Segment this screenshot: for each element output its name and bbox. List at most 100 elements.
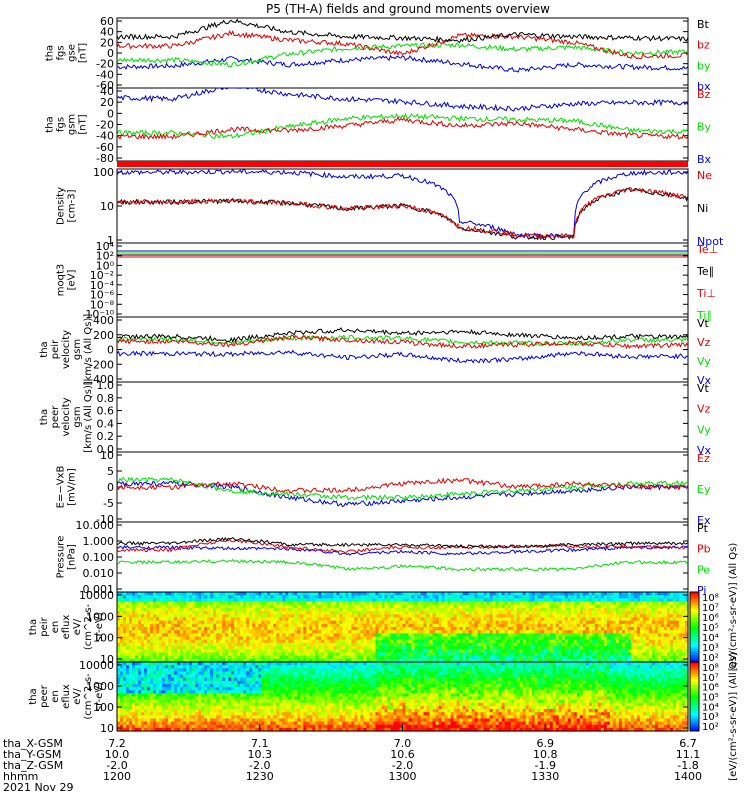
spectrogram-cell (579, 630, 584, 634)
spectrogram-cell (462, 601, 467, 606)
spectrogram-cell (372, 633, 377, 638)
spectrogram-cell (414, 642, 419, 647)
spectrogram-cell (504, 633, 509, 638)
spectrogram-cell (369, 614, 374, 619)
spectrogram-cell (600, 636, 605, 641)
spectrogram-cell (159, 715, 163, 720)
spectrogram-cell (297, 601, 301, 606)
spectrogram-cell (222, 658, 226, 663)
spectrogram-cell (564, 607, 569, 612)
spectrogram-cell (249, 617, 253, 622)
spectrogram-cell (276, 614, 280, 619)
spectrogram-cell (480, 614, 485, 619)
spectrogram-cell (498, 636, 503, 641)
spectrogram-cell (561, 658, 566, 663)
spectrogram-cell (429, 627, 434, 631)
spectrogram-cell (198, 630, 202, 634)
spectrogram-cell (474, 620, 479, 625)
spectrogram-cell (207, 623, 211, 628)
spectrogram-cell (348, 646, 353, 650)
spectrogram-cell (339, 642, 343, 647)
spectrogram-cell (150, 633, 154, 638)
spectrogram-cell (279, 604, 283, 609)
spectrogram-cell (165, 709, 169, 713)
spectrogram-cell (129, 623, 133, 628)
spectrogram-cell (486, 592, 491, 596)
spectrogram-cell (660, 614, 665, 619)
spectrogram-cell (237, 604, 241, 609)
spectrogram-cell (519, 595, 524, 599)
spectrogram-cell (540, 623, 545, 628)
spectrogram-cell (414, 646, 419, 650)
spectrogram-cell (495, 646, 500, 650)
spectrogram-cell (429, 607, 434, 612)
spectrogram-cell (402, 601, 407, 606)
spectrogram-cell (678, 642, 683, 647)
spectrogram-cell (303, 598, 307, 603)
spectrogram-cell (204, 627, 208, 631)
spectrogram-cell (471, 611, 476, 615)
spectrogram-cell (408, 646, 413, 650)
spectrogram-cell (264, 595, 268, 599)
spectrogram-cell (615, 627, 620, 631)
spectrogram-cell (333, 627, 337, 631)
spectrogram-cell (597, 633, 602, 638)
spectrogram-cell (681, 639, 686, 644)
spectrogram-cell (438, 646, 443, 650)
spectrogram-cell (678, 652, 683, 657)
spectrogram-cell (546, 617, 551, 622)
spectrogram-cell (345, 639, 350, 644)
spectrogram-cell (588, 652, 593, 657)
spectrogram-cell (372, 652, 377, 657)
spectrogram-cell (327, 620, 331, 625)
spectrogram-cell (180, 642, 184, 647)
spectrogram-cell (357, 620, 362, 625)
spectrogram-cell (306, 658, 310, 663)
spectrogram-cell (150, 601, 154, 606)
spectrogram-cell (567, 642, 572, 647)
spectrogram-cell (189, 652, 193, 657)
spectrogram-cell (273, 611, 277, 615)
spectrogram-cell (252, 592, 256, 596)
spectrogram-cell (246, 623, 250, 628)
spectrogram-cell (132, 662, 136, 666)
spectrogram-cell (279, 601, 283, 606)
spectrogram-cell (507, 601, 512, 606)
spectrogram-cell (129, 655, 133, 660)
spectrogram-cell (141, 646, 145, 650)
spectrogram-cell (555, 598, 560, 603)
spectrogram-cell (117, 712, 121, 716)
spectrogram-cell (549, 623, 554, 628)
spectrogram-cell (420, 639, 425, 644)
spectrogram-cell (486, 639, 491, 644)
spectrogram-cell (132, 709, 136, 713)
spectrogram-cell (177, 715, 181, 720)
spectrogram-cell (459, 604, 464, 609)
spectrogram-cell (504, 642, 509, 647)
spectrogram-cell (195, 655, 199, 660)
spectrogram-cell (456, 652, 461, 657)
spectrogram-cell (162, 655, 166, 660)
spectrogram-cell (531, 595, 536, 599)
spectrogram-cell (288, 611, 292, 615)
spectrogram-cell (258, 633, 262, 638)
spectrogram-cell (186, 614, 190, 619)
spectrogram-cell (153, 598, 157, 603)
spectrogram-cell (255, 649, 259, 654)
spectrogram-cell (381, 598, 386, 603)
spectrogram-cell (189, 620, 193, 625)
spectrogram-cell (120, 693, 124, 698)
spectrogram-cell (201, 652, 205, 657)
spectrogram-cell (159, 601, 163, 606)
spectrogram-cell (489, 595, 494, 599)
spectrogram-cell (123, 639, 127, 644)
spectrogram-cell (579, 607, 584, 612)
spectrogram-cell (618, 658, 623, 663)
spectrogram-cell (468, 601, 473, 606)
spectrogram-cell (510, 633, 515, 638)
spectrogram-cell (543, 617, 548, 622)
spectrogram-cell (147, 662, 151, 666)
spectrogram-cell (552, 636, 557, 641)
spectrogram-cell (249, 636, 253, 641)
spectrogram-cell (645, 655, 650, 660)
